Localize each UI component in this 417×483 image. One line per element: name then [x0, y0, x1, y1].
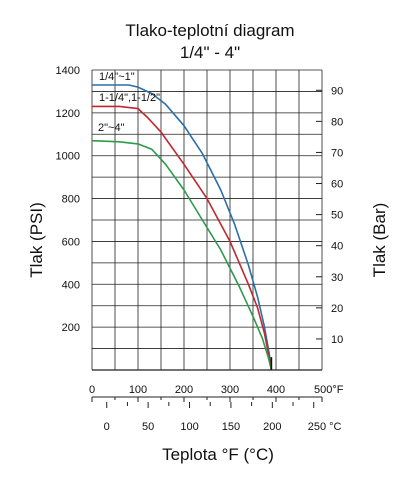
- y-left-tick-label: 200: [62, 322, 80, 334]
- x-axis-title: Teplota °F (°C): [162, 445, 274, 464]
- x-tick-f-label: 200: [175, 384, 193, 396]
- y-left-tick-label: 1000: [56, 151, 80, 163]
- x-tick-c-label: 50: [142, 421, 154, 433]
- y-right-tick-label: 50: [331, 210, 343, 222]
- y-axis-right-title: Tlak (Bar): [370, 203, 389, 278]
- series-label: 1/4"~1": [99, 71, 135, 83]
- series-line: [92, 84, 273, 371]
- labels-layer: 1/4"~1" 1-1/4",1-1/2" 2"~4": [98, 71, 160, 134]
- series-line: [91, 139, 273, 371]
- x-tick-c-label: 100: [180, 421, 198, 433]
- x-tick-c-label: 150: [222, 421, 240, 433]
- y-right-tick-label: 30: [331, 272, 343, 284]
- y-left-tick-label: 400: [62, 279, 80, 291]
- grid: 2004006008001000120014001020304050607080…: [56, 65, 344, 433]
- y-left-tick-label: 1400: [56, 65, 80, 77]
- y-right-tick-label: 20: [331, 303, 343, 315]
- chart-subtitle: 1/4" - 4": [180, 43, 240, 62]
- x-tick-c-label: 0: [104, 421, 110, 433]
- y-right-tick-label: 60: [331, 179, 343, 191]
- y-right-tick-label: 90: [331, 85, 343, 97]
- y-left-tick-label: 600: [62, 236, 80, 248]
- series-label: 1-1/4",1-1/2": [99, 92, 160, 104]
- x-tick-f-label: 0: [89, 384, 95, 396]
- y-right-tick-label: 70: [331, 147, 343, 159]
- x-tick-f-label: 500°F: [314, 384, 344, 396]
- y-axis-left-title: Tlak (PSI): [27, 202, 46, 278]
- y-right-tick-label: 80: [331, 116, 343, 128]
- series-layer: [91, 84, 273, 371]
- y-left-tick-label: 800: [62, 194, 80, 206]
- x-tick-f-label: 400: [267, 384, 285, 396]
- x-tick-c-label: 200: [263, 421, 281, 433]
- series-line: [92, 105, 273, 371]
- x-tick-f-label: 300: [221, 384, 239, 396]
- x-tick-f-label: 100: [129, 384, 147, 396]
- y-left-tick-label: 1200: [56, 108, 80, 120]
- x-tick-c-label: 250 °C: [308, 421, 342, 433]
- series-label: 2"~4": [98, 122, 125, 134]
- y-right-tick-label: 40: [331, 241, 343, 253]
- chart-title: Tlako-teplotní diagram: [125, 21, 294, 40]
- y-right-tick-label: 10: [331, 334, 343, 346]
